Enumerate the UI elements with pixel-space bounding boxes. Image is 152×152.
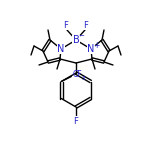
Text: F: F: [64, 21, 68, 29]
Text: B: B: [73, 35, 79, 45]
Text: N: N: [87, 44, 95, 54]
Text: CF: CF: [73, 70, 82, 79]
Text: N: N: [57, 44, 65, 54]
Text: F: F: [74, 116, 78, 126]
Text: −: −: [78, 33, 84, 39]
Text: F: F: [84, 21, 88, 29]
Text: +: +: [93, 40, 99, 50]
Text: 3: 3: [81, 76, 85, 81]
